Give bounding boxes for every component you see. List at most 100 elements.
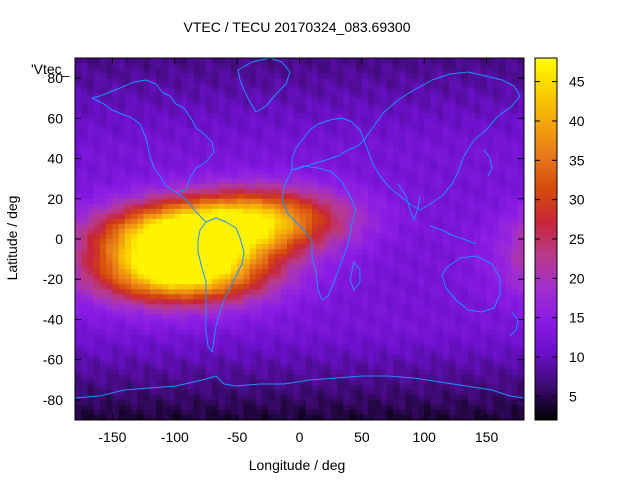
heatmap-cell (181, 284, 188, 290)
heatmap-cell (75, 133, 82, 140)
heatmap-cell (305, 384, 313, 391)
heatmap-cell (249, 389, 257, 396)
heatmap-cell (386, 158, 394, 165)
heatmap-cell (442, 158, 450, 165)
heatmap-cell (255, 118, 263, 124)
heatmap-cell (106, 299, 114, 305)
heatmap-cell (149, 334, 157, 341)
heatmap-cell (399, 254, 407, 260)
heatmap-cell (492, 304, 500, 310)
heatmap-cell (505, 239, 513, 245)
heatmap-cell (193, 103, 201, 109)
heatmap-cell (87, 178, 95, 185)
heatmap-cell (243, 319, 251, 326)
heatmap-cell (75, 173, 82, 180)
heatmap-cell (243, 203, 251, 210)
heatmap-cell (417, 123, 425, 129)
heatmap-cell (517, 218, 524, 225)
heatmap-cell (480, 183, 488, 190)
heatmap-cell (268, 213, 276, 220)
heatmap-cell (417, 88, 425, 94)
heatmap-cell (174, 148, 182, 155)
heatmap-cell (268, 208, 276, 215)
heatmap-cell (99, 349, 107, 356)
heatmap-cell (224, 233, 232, 240)
heatmap-cell (436, 198, 444, 205)
heatmap-cell (168, 324, 176, 331)
heatmap-cell (124, 153, 132, 160)
heatmap-cell (442, 198, 450, 205)
heatmap-cell (311, 188, 319, 195)
heatmap-cell (343, 379, 350, 386)
heatmap-cell (124, 389, 132, 396)
heatmap-cell (187, 264, 195, 270)
heatmap-cell (349, 188, 357, 195)
heatmap-cell (393, 369, 400, 376)
heatmap-cell (361, 394, 369, 401)
heatmap-cell (181, 379, 188, 386)
heatmap-cell (299, 223, 307, 230)
heatmap-cell (442, 103, 450, 109)
heatmap-cell (505, 68, 513, 74)
heatmap-cell (430, 203, 438, 210)
heatmap-cell (442, 223, 450, 230)
heatmap-cell (336, 63, 344, 69)
heatmap-cell (386, 113, 394, 119)
heatmap-cell (411, 128, 419, 135)
heatmap-cell (311, 218, 319, 225)
heatmap-cell (162, 319, 170, 326)
heatmap-cell (199, 128, 207, 135)
heatmap-cell (343, 369, 350, 376)
heatmap-cell (124, 68, 132, 74)
heatmap-cell (474, 218, 481, 225)
heatmap-cell (517, 399, 524, 406)
heatmap-cell (343, 113, 350, 119)
heatmap-cell (193, 178, 201, 185)
heatmap-cell (205, 153, 213, 160)
heatmap-cell (118, 364, 126, 371)
heatmap-cell (205, 98, 213, 104)
heatmap-cell (280, 148, 288, 155)
heatmap-cell (461, 178, 469, 185)
heatmap-cell (212, 299, 220, 305)
heatmap-cell (411, 379, 419, 386)
heatmap-cell (343, 163, 350, 170)
heatmap-cell (318, 344, 326, 351)
heatmap-cell (424, 228, 432, 235)
heatmap-cell (517, 309, 524, 316)
heatmap-cell (81, 128, 89, 135)
heatmap-cell (274, 289, 282, 295)
heatmap-cell (380, 63, 388, 69)
heatmap-cell (237, 399, 244, 406)
heatmap-cell (430, 193, 438, 200)
heatmap-cell (368, 73, 375, 79)
heatmap-cell (106, 228, 114, 235)
heatmap-cell (461, 299, 469, 305)
heatmap-cell (436, 168, 444, 175)
heatmap-cell (75, 239, 82, 245)
heatmap-cell (75, 304, 82, 310)
heatmap-cell (386, 203, 394, 210)
heatmap-cell (205, 389, 213, 396)
heatmap-cell (405, 274, 413, 280)
heatmap-cell (218, 289, 226, 295)
heatmap-cell (274, 138, 282, 145)
heatmap-cell (162, 324, 170, 331)
heatmap-cell (287, 294, 294, 300)
heatmap-cell (149, 344, 157, 351)
heatmap-cell (293, 279, 301, 285)
heatmap-cell (205, 319, 213, 326)
heatmap-cell (455, 138, 463, 145)
heatmap-cell (405, 233, 413, 240)
heatmap-cell (106, 83, 114, 89)
heatmap-cell (87, 68, 95, 74)
heatmap-cell (467, 83, 475, 89)
heatmap-cell (274, 239, 282, 245)
heatmap-cell (505, 173, 513, 180)
heatmap-cell (87, 138, 95, 145)
heatmap-cell (230, 128, 238, 135)
heatmap-cell (467, 269, 475, 275)
heatmap-cell (474, 78, 481, 84)
heatmap-cell (474, 249, 481, 255)
heatmap-cell (299, 374, 307, 381)
